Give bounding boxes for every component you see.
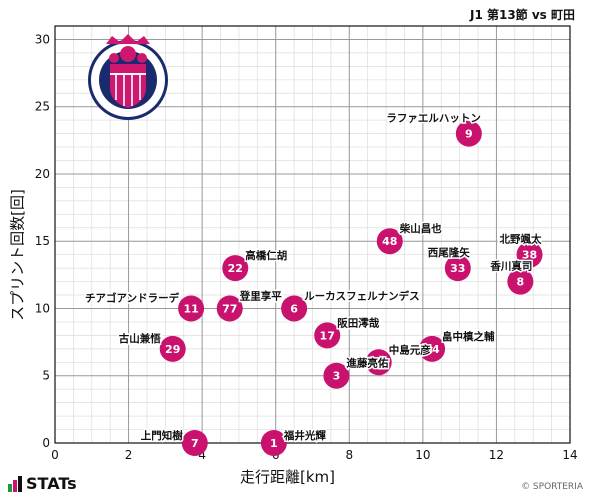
point-number: 1: [270, 437, 278, 450]
point-marker: [159, 335, 186, 362]
axis-ticks: 0 2 4 6 8 10 12 14 0 5 10 15 20 25 30: [35, 32, 578, 462]
point-number: 22: [228, 262, 243, 275]
stats-logo-icon: [8, 475, 22, 492]
point-marker: [444, 255, 471, 282]
point-label: ルーカスフェルナンデス: [304, 289, 420, 302]
point-marker: [314, 322, 341, 349]
data-point: 1 福井光輝: [260, 428, 328, 456]
data-point: 33 西尾隆矢: [426, 245, 472, 282]
point-number: 3: [333, 370, 341, 383]
point-number: 17: [320, 329, 335, 342]
point-label: 上門知樹: [141, 429, 183, 442]
match-header: J1 第13節 vs 町田: [469, 8, 575, 22]
grid-lines: [54, 25, 571, 444]
point-number: 38: [522, 249, 537, 262]
data-point: 38 北野颯太: [498, 231, 544, 268]
point-label: 進藤亮佑: [346, 357, 388, 370]
point-marker: [178, 295, 205, 322]
point-marker: [365, 349, 392, 376]
point-marker: [516, 241, 543, 268]
x-tick-label: 4: [198, 448, 206, 462]
y-tick-label: 30: [35, 32, 50, 46]
point-marker: [222, 255, 249, 282]
point-label: ラファエルハットン: [386, 113, 481, 125]
data-point: 9 ラファエルハットン: [385, 111, 482, 147]
point-number: 6: [290, 302, 298, 315]
stats-logo: STATs: [8, 474, 77, 493]
point-label: 柴山昌也: [399, 222, 442, 235]
y-tick-label: 25: [35, 100, 50, 114]
x-tick-label: 2: [125, 448, 133, 462]
x-tick-label: 8: [345, 448, 353, 462]
copyright: © SPORTERIA: [521, 482, 583, 492]
x-tick-label: 10: [415, 448, 430, 462]
y-tick-label: 15: [35, 234, 50, 248]
point-label: 阪田澪哉: [337, 316, 379, 329]
y-axis-label: スプリント回数[回]: [8, 189, 27, 321]
point-number: 44: [424, 343, 440, 356]
x-axis-label: 走行距離[km]: [240, 468, 336, 486]
y-tick-label: 5: [42, 369, 50, 383]
point-label: 高橋仁胡: [245, 249, 287, 262]
data-point: 6 ルーカスフェルナンデス: [281, 288, 421, 322]
point-marker: [260, 430, 287, 456]
point-label: チアゴアンドラーデ: [85, 291, 180, 304]
point-number: 29: [165, 343, 180, 356]
point-label: 福井光輝: [283, 429, 326, 442]
data-point: 7 上門知樹: [139, 428, 208, 456]
point-label: 古山兼悟: [119, 332, 161, 345]
point-number: 11: [183, 302, 198, 315]
point-label: 香川真司: [489, 260, 532, 273]
point-number: 9: [465, 128, 473, 141]
cerezo-osaka-crest-icon: [88, 34, 168, 120]
point-label: 中島元彦: [389, 343, 431, 356]
x-tick-label: 14: [562, 448, 577, 462]
data-point: 8 香川真司: [488, 258, 534, 295]
point-number: 77: [222, 302, 237, 315]
point-label: 北野颯太: [500, 233, 542, 246]
x-tick-label: 0: [51, 448, 59, 462]
point-number: 7: [191, 437, 199, 450]
point-number: 13: [371, 356, 386, 369]
plot-frame: [54, 25, 571, 444]
point-label: 西尾隆矢: [428, 246, 470, 259]
point-marker: [216, 295, 243, 322]
x-tick-label: 12: [489, 448, 504, 462]
point-marker: [507, 268, 534, 295]
y-tick-label: 0: [42, 436, 50, 450]
point-number: 48: [382, 235, 397, 248]
point-number: 8: [517, 276, 525, 289]
y-tick-label: 20: [35, 167, 50, 181]
point-number: 33: [450, 262, 465, 275]
data-point: 3 進藤亮佑: [323, 355, 390, 389]
point-marker: [181, 430, 208, 456]
point-marker: [323, 362, 350, 389]
y-tick-label: 10: [35, 301, 50, 315]
point-label: 畠中槙之輔: [442, 330, 495, 343]
y-axis-label-box: スプリント回数[回]: [4, 150, 30, 360]
stats-logo-text: STATs: [26, 474, 77, 493]
point-label: 登里享平: [239, 289, 282, 302]
point-marker: [281, 295, 308, 322]
point-marker: [376, 228, 403, 255]
point-marker: [419, 335, 446, 362]
point-marker: [455, 120, 482, 147]
data-point: 29 古山兼悟: [117, 330, 186, 362]
